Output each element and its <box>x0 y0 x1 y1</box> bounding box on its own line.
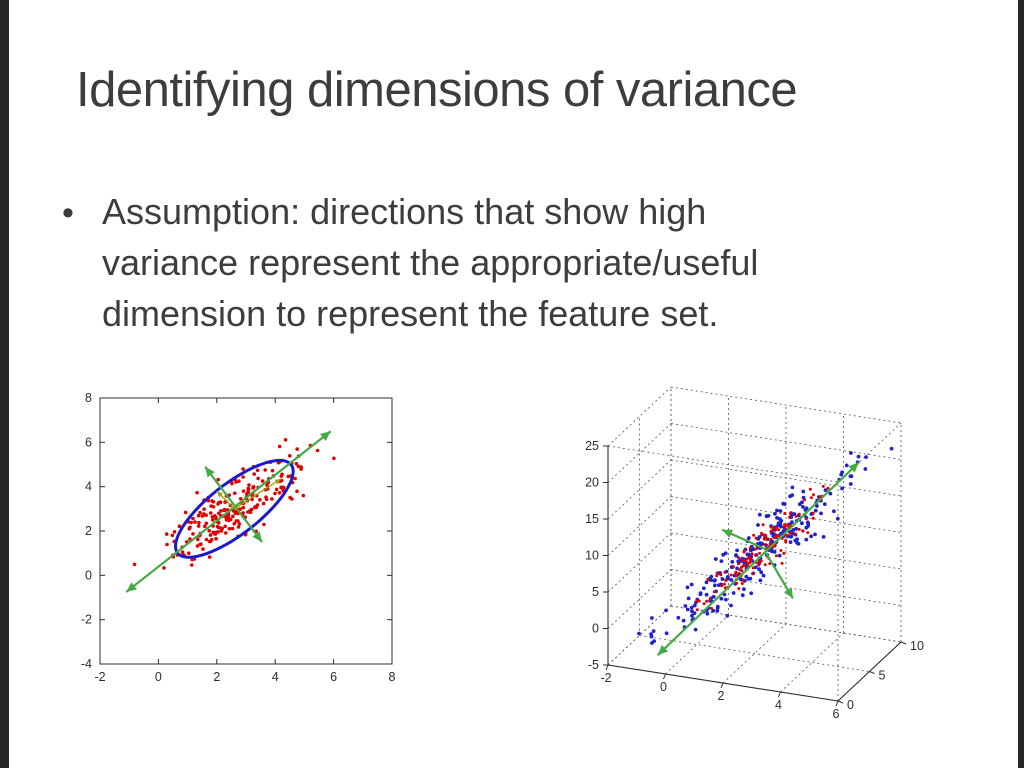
svg-text:0: 0 <box>85 568 92 582</box>
svg-text:0: 0 <box>592 622 599 636</box>
svg-text:2: 2 <box>85 524 92 538</box>
svg-text:25: 25 <box>585 439 599 453</box>
svg-text:0: 0 <box>847 698 854 712</box>
svg-text:-5: -5 <box>588 658 599 672</box>
svg-text:0: 0 <box>660 680 667 694</box>
svg-text:8: 8 <box>389 670 396 684</box>
bullet-marker: • <box>62 194 74 232</box>
bullet-item: • Assumption: directions that show high v… <box>62 186 758 339</box>
svg-text:10: 10 <box>585 549 599 563</box>
svg-text:5: 5 <box>879 669 886 683</box>
svg-text:4: 4 <box>85 480 92 494</box>
svg-text:2: 2 <box>718 689 725 703</box>
svg-text:-2: -2 <box>94 670 105 684</box>
svg-text:8: 8 <box>85 391 92 405</box>
svg-text:-2: -2 <box>81 613 92 627</box>
bullet-text-lines: Assumption: directions that show high var… <box>102 191 759 335</box>
right-edge-bar <box>1018 0 1024 768</box>
svg-text:6: 6 <box>85 435 92 449</box>
svg-text:4: 4 <box>272 670 279 684</box>
svg-text:-2: -2 <box>600 671 611 685</box>
slide-title: Identifying dimensions of variance <box>76 63 798 117</box>
svg-text:6: 6 <box>330 670 337 684</box>
svg-text:10: 10 <box>910 639 924 653</box>
svg-text:4: 4 <box>775 698 782 712</box>
svg-text:-4: -4 <box>81 657 92 671</box>
svg-text:0: 0 <box>155 670 162 684</box>
svg-text:15: 15 <box>585 512 599 526</box>
svg-text:20: 20 <box>585 476 599 490</box>
svg-text:5: 5 <box>592 585 599 599</box>
svg-text:2: 2 <box>213 670 220 684</box>
left-edge-bar <box>0 0 9 768</box>
svg-text:6: 6 <box>833 707 840 720</box>
